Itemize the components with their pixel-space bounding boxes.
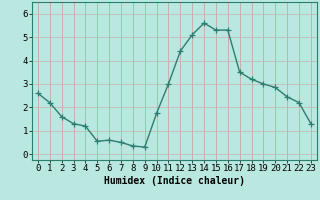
X-axis label: Humidex (Indice chaleur): Humidex (Indice chaleur) <box>104 176 245 186</box>
